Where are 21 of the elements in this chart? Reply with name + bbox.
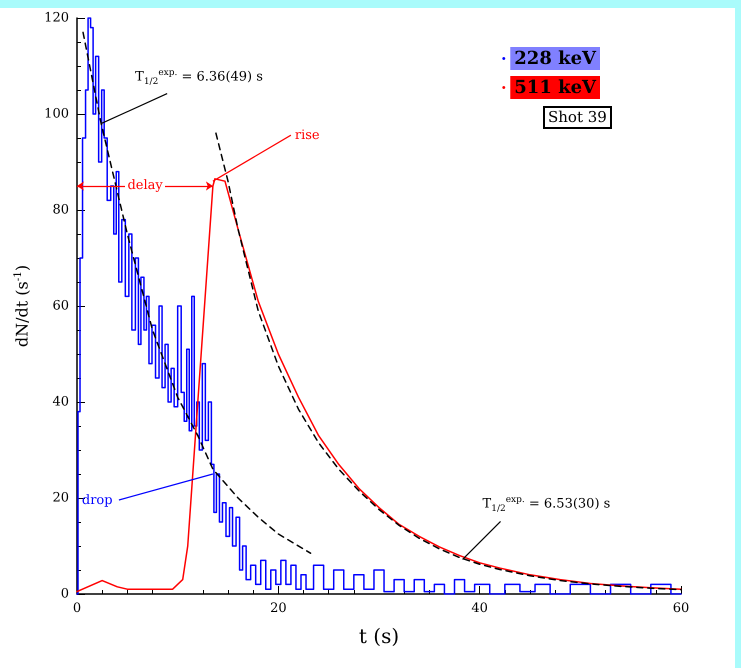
annotation: drop (82, 492, 113, 508)
annotation: T$_{1/2}$$^{exp.}$ = 6.53(30) s (482, 495, 610, 514)
y-tick-label: 120 (44, 10, 69, 26)
y-tick-label: 60 (52, 298, 69, 314)
annotation: rise (294, 128, 320, 143)
y-tick-label: 20 (52, 490, 69, 506)
x-axis-title: t (s) (358, 624, 400, 648)
y-tick-label: 40 (52, 394, 69, 410)
x-tick-label: 40 (471, 601, 488, 616)
y-tick-label: 80 (52, 202, 69, 218)
x-tick-label: 20 (270, 601, 287, 616)
annotation: delay (125, 178, 165, 192)
annotation: Shot 39 (543, 106, 612, 129)
y-axis-title: dN/dt (s-1) (12, 264, 32, 348)
x-tick-label: 0 (72, 601, 82, 616)
x-tick-label: 60 (672, 601, 690, 616)
legend-label: 511 keV (514, 77, 598, 98)
annotation: T$_{1/2}$$^{exp.}$ = 6.36(49) s (135, 68, 263, 87)
legend-label: 228 keV (514, 48, 598, 69)
y-tick-label: 0 (60, 586, 69, 602)
y-tick-label: 100 (44, 106, 69, 122)
